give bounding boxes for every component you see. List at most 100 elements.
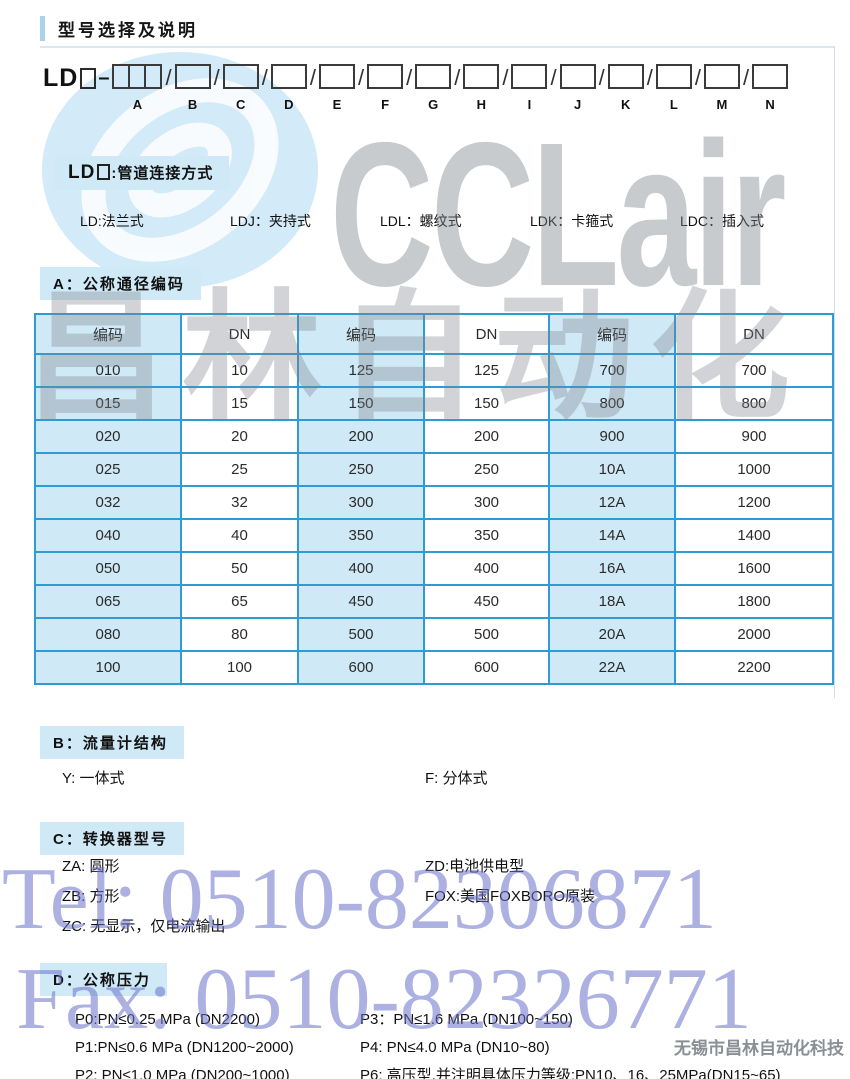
- option-item: P2: PN≤1.0 MPa (DN200~1000): [75, 1067, 290, 1079]
- segment-separator: /: [309, 65, 316, 90]
- code-cell: 12A: [548, 485, 676, 520]
- placeholder-box-icon: [367, 64, 404, 89]
- segment-letter: G: [428, 97, 439, 112]
- segment-separator: /: [261, 65, 268, 90]
- placeholder-box-icon: [607, 64, 644, 89]
- placeholder-box-icon: [559, 64, 596, 89]
- segment-boxes: [222, 64, 259, 89]
- dn-cell: 32: [180, 485, 299, 520]
- model-code-segment-a: A: [112, 64, 163, 112]
- model-code-segment-k: K: [607, 64, 644, 112]
- dn-cell: 40: [180, 518, 299, 553]
- option-item: P4: PN≤4.0 MPa (DN10~80): [360, 1039, 550, 1056]
- code-cell: 20A: [548, 617, 676, 652]
- placeholder-box-icon: [222, 64, 259, 89]
- code-cell: 22A: [548, 650, 676, 685]
- connection-options: LD:法兰式 LDJ：夹持式 LDL：螺纹式 LDK：卡箍式 LDC：插入式: [80, 211, 764, 231]
- code-cell: 10A: [548, 452, 676, 487]
- segment-boxes: [511, 64, 548, 89]
- section-b-left-column: Y: 一体式: [62, 769, 425, 788]
- code-cell: 100: [34, 650, 182, 685]
- code-cell: 400: [297, 551, 425, 586]
- segment-boxes: [174, 64, 211, 89]
- model-code-segment-j: J: [559, 64, 596, 112]
- placeholder-box-icon: [174, 64, 211, 89]
- dn-cell: 80: [180, 617, 299, 652]
- placeholder-box-icon: [655, 64, 692, 89]
- table-row: 015 15 150 150 800 800: [34, 386, 834, 421]
- title-accent-bar: [40, 16, 45, 41]
- section-d-right-column: P3：PN≤1.6 MPa (DN100~150) P4: PN≤4.0 MPa…: [360, 1010, 781, 1079]
- segment-boxes: [703, 64, 740, 89]
- model-code-segment-e: E: [318, 64, 355, 112]
- table-header-cell: 编码: [548, 313, 676, 355]
- dn-cell: 2000: [674, 617, 834, 652]
- code-cell: 600: [297, 650, 425, 685]
- dn-cell: 150: [423, 386, 550, 421]
- connection-option: LDK：卡箍式: [530, 213, 614, 229]
- placeholder-box-icon: [97, 164, 111, 180]
- option-item: P1:PN≤0.6 MPa (DN1200~2000): [75, 1039, 294, 1056]
- placeholder-box-icon: [752, 64, 789, 89]
- code-cell: 450: [297, 584, 425, 619]
- segment-separator: /: [694, 65, 701, 90]
- code-cell: 080: [34, 617, 182, 652]
- dn-cell: 125: [423, 353, 550, 388]
- segment-separator: /: [357, 65, 365, 90]
- model-code-segment-f: F: [367, 64, 404, 112]
- model-code-segment-m: M: [703, 64, 740, 112]
- segment-letter: F: [381, 97, 390, 112]
- table-header-cell: 编码: [297, 313, 425, 355]
- code-cell: 14A: [548, 518, 676, 553]
- table-row: 100 100 600 600 22A 2200: [34, 650, 834, 685]
- dn-cell: 200: [423, 419, 550, 454]
- section-label-connection: LD:管道连接方式: [55, 156, 230, 190]
- segment-letter: N: [765, 97, 775, 112]
- segment-boxes: [463, 64, 500, 89]
- table-row: 010 10 125 125 700 700: [34, 353, 834, 388]
- dn-cell: 900: [674, 419, 834, 454]
- code-cell: 125: [297, 353, 425, 388]
- dn-cell: 25: [180, 452, 299, 487]
- option-item: ZD:电池供电型: [425, 858, 525, 875]
- code-cell: 050: [34, 551, 182, 586]
- option-item: F: 分体式: [425, 770, 488, 787]
- dn-cell: 800: [674, 386, 834, 421]
- section-label-c: C：转换器型号: [40, 822, 184, 855]
- model-code-segment-l: L: [655, 64, 692, 112]
- option-item: P3：PN≤1.6 MPa (DN100~150): [360, 1011, 573, 1028]
- dn-cell: 1200: [674, 485, 834, 520]
- segment-boxes: [112, 64, 163, 89]
- segment-boxes: [415, 64, 452, 89]
- dn-cell: 450: [423, 584, 550, 619]
- section-c-left-column: ZA: 圆形 ZB: 方形 ZC: 无显示，仅电流输出: [62, 857, 425, 947]
- code-cell: 800: [548, 386, 676, 421]
- dn-cell: 250: [423, 452, 550, 487]
- segment-separator: /: [646, 65, 653, 90]
- segment-separator: /: [598, 65, 605, 90]
- segment-boxes: [655, 64, 692, 89]
- segment-letter: H: [476, 97, 487, 112]
- code-cell: 032: [34, 485, 182, 520]
- code-cell: 015: [34, 386, 182, 421]
- code-cell: 500: [297, 617, 425, 652]
- segment-boxes: [318, 64, 355, 89]
- dn-cell: 1600: [674, 551, 834, 586]
- dn-cell: 300: [423, 485, 550, 520]
- table-header-cell: DN: [674, 313, 834, 355]
- table-row: 020 20 200 200 900 900: [34, 419, 834, 454]
- header-divider: [40, 46, 835, 48]
- model-code-prefix-text: LD: [43, 64, 79, 92]
- model-code-segment-n: N: [752, 64, 789, 112]
- option-item: FOX:美国FOXBORO原装: [425, 888, 596, 905]
- placeholder-box-icon: [144, 64, 163, 89]
- code-cell: 065: [34, 584, 182, 619]
- table-row: 080 80 500 500 20A 2000: [34, 617, 834, 652]
- segment-separator: /: [742, 65, 750, 90]
- segment-separator: /: [502, 65, 509, 90]
- model-code-segment-h: H: [463, 64, 500, 112]
- table-header-row: 编码 DN 编码 DN 编码 DN: [34, 313, 834, 355]
- placeholder-box-icon: [703, 64, 740, 89]
- segment-separator: /: [165, 65, 172, 90]
